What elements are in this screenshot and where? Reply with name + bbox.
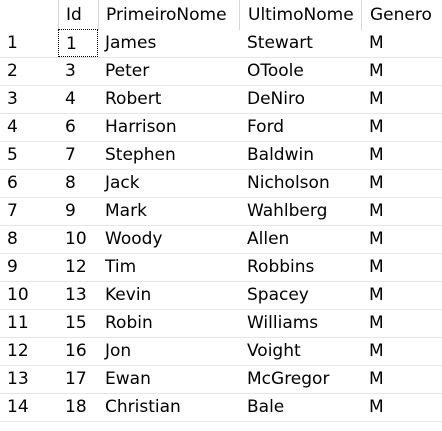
cell-genero[interactable]: M <box>369 313 384 333</box>
cell-genero[interactable]: M <box>369 145 384 165</box>
row-number[interactable]: 8 <box>7 229 18 249</box>
cell-primeironome[interactable]: Robin <box>105 313 153 333</box>
cell-primeironome[interactable]: Jon <box>105 341 132 361</box>
cell-ultimonome[interactable]: OToole <box>247 61 304 81</box>
cell-primeironome[interactable]: James <box>105 33 157 53</box>
table-row[interactable]: 7 9 Mark Wahlberg M <box>0 197 442 226</box>
cell-ultimonome[interactable]: Baldwin <box>247 145 314 165</box>
table-row[interactable]: 8 10 Woody Allen M <box>0 225 442 254</box>
cell-ultimonome[interactable]: Bale <box>247 397 285 417</box>
row-number-column <box>0 0 58 431</box>
cell-genero[interactable]: M <box>369 201 384 221</box>
cell-id[interactable]: 17 <box>65 369 87 389</box>
cell-id[interactable]: 12 <box>65 257 87 277</box>
row-number[interactable]: 5 <box>7 145 18 165</box>
cell-ultimonome[interactable]: Spacey <box>247 285 309 305</box>
header-ultimonome[interactable]: UltimoNome <box>239 0 361 30</box>
cell-ultimonome[interactable]: Stewart <box>247 33 313 53</box>
row-number[interactable]: 2 <box>7 61 18 81</box>
cell-id[interactable]: 9 <box>65 201 76 221</box>
cell-genero[interactable]: M <box>369 61 384 81</box>
cell-ultimonome[interactable]: Allen <box>247 229 290 249</box>
header-rownum[interactable] <box>0 0 58 30</box>
cell-ultimonome[interactable]: Voight <box>247 341 301 361</box>
cell-id[interactable]: 8 <box>65 173 76 193</box>
cell-ultimonome[interactable]: Robbins <box>247 257 315 277</box>
cell-id[interactable]: 4 <box>65 89 76 109</box>
cell-genero[interactable]: M <box>369 173 384 193</box>
cell-primeironome[interactable]: Mark <box>105 201 147 221</box>
cell-ultimonome[interactable]: Nicholson <box>247 173 330 193</box>
cell-id[interactable]: 15 <box>65 313 87 333</box>
table-row[interactable]: 12 16 Jon Voight M <box>0 337 442 366</box>
table-row[interactable]: 14 18 Christian Bale M <box>0 393 442 422</box>
cell-genero[interactable]: M <box>369 229 384 249</box>
cell-primeironome[interactable]: Jack <box>105 173 140 193</box>
cell-genero[interactable]: M <box>369 117 384 137</box>
row-number[interactable]: 9 <box>7 257 18 277</box>
cell-id[interactable]: 16 <box>65 341 87 361</box>
cell-primeironome[interactable]: Stephen <box>105 145 176 165</box>
cell-genero[interactable]: M <box>369 33 384 53</box>
cell-ultimonome[interactable]: Ford <box>247 117 285 137</box>
cell-id[interactable]: 10 <box>65 229 87 249</box>
cell-genero[interactable]: M <box>369 285 384 305</box>
cell-primeironome[interactable]: Peter <box>105 61 150 81</box>
cell-primeironome[interactable]: Kevin <box>105 285 152 305</box>
cell-id[interactable]: 7 <box>65 145 76 165</box>
row-number[interactable]: 7 <box>7 201 18 221</box>
cell-id[interactable]: 13 <box>65 285 87 305</box>
table-row[interactable]: 11 15 Robin Williams M <box>0 309 442 338</box>
table-row[interactable]: 4 6 Harrison Ford M <box>0 113 442 142</box>
row-number[interactable]: 13 <box>7 369 29 389</box>
cell-id[interactable]: 6 <box>65 117 76 137</box>
row-number[interactable]: 11 <box>7 313 29 333</box>
cell-genero[interactable]: M <box>369 257 384 277</box>
cell-id[interactable]: 3 <box>65 61 76 81</box>
table-row[interactable]: 9 12 Tim Robbins M <box>0 253 442 282</box>
row-number[interactable]: 10 <box>7 285 29 305</box>
cell-primeironome[interactable]: Ewan <box>105 369 151 389</box>
row-number[interactable]: 12 <box>7 341 29 361</box>
header-primeironome[interactable]: PrimeiroNome <box>98 0 239 30</box>
row-number[interactable]: 14 <box>7 397 29 417</box>
cell-primeironome[interactable]: Robert <box>105 89 162 109</box>
row-number[interactable]: 3 <box>7 89 18 109</box>
cell-genero[interactable]: M <box>369 89 384 109</box>
row-number[interactable]: 1 <box>7 33 18 53</box>
row-number[interactable]: 4 <box>7 117 18 137</box>
table-row[interactable]: 6 8 Jack Nicholson M <box>0 169 442 198</box>
cell-id[interactable]: 1 <box>58 29 98 57</box>
cell-ultimonome[interactable]: DeNiro <box>247 89 306 109</box>
table-row[interactable]: 2 3 Peter OToole M <box>0 57 442 86</box>
cell-ultimonome[interactable]: Williams <box>247 313 319 333</box>
table-row[interactable]: 13 17 Ewan McGregor M <box>0 365 442 394</box>
header-genero[interactable]: Genero <box>361 0 442 30</box>
row-number[interactable]: 6 <box>7 173 18 193</box>
cell-id[interactable]: 18 <box>65 397 87 417</box>
header-id[interactable]: Id <box>58 0 98 30</box>
cell-genero[interactable]: M <box>369 369 384 389</box>
cell-genero[interactable]: M <box>369 397 384 417</box>
table-row[interactable]: 1 1 James Stewart M <box>0 29 442 58</box>
table-row[interactable]: 3 4 Robert DeNiro M <box>0 85 442 114</box>
cell-primeironome[interactable]: Harrison <box>105 117 177 137</box>
cell-ultimonome[interactable]: McGregor <box>247 369 330 389</box>
table-row[interactable]: 5 7 Stephen Baldwin M <box>0 141 442 170</box>
table-row[interactable]: 10 13 Kevin Spacey M <box>0 281 442 310</box>
cell-primeironome[interactable]: Christian <box>105 397 181 417</box>
cell-ultimonome[interactable]: Wahlberg <box>247 201 328 221</box>
cell-genero[interactable]: M <box>369 341 384 361</box>
cell-primeironome[interactable]: Woody <box>105 229 163 249</box>
grid-header-row: Id PrimeiroNome UltimoNome Genero <box>0 0 442 30</box>
cell-primeironome[interactable]: Tim <box>105 257 137 277</box>
